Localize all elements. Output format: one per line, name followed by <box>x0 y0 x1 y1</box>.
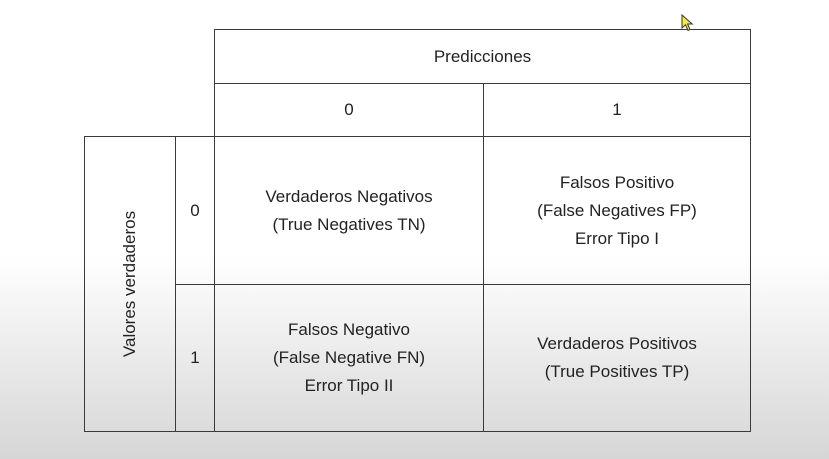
predictions-header: Predicciones <box>214 29 751 84</box>
tn-title: Verdaderos Negativos <box>265 186 433 206</box>
actual-row-1-label: 1 <box>190 348 200 367</box>
actual-values-label: Valores verdaderos <box>120 210 139 358</box>
mouse-pointer-icon <box>681 14 694 32</box>
fn-subtitle: (False Negative FN) <box>272 348 426 367</box>
fn-error-type: Error Tipo II <box>304 376 394 395</box>
actual-values-header: Valores verdaderos <box>84 136 176 432</box>
actual-row-0-label: 0 <box>190 200 200 220</box>
false-negatives-cell: Falsos Negativo (False Negative FN) Erro… <box>214 284 484 432</box>
predicted-column-1-label: 1 <box>612 100 622 119</box>
fn-title: Falsos Negativo <box>288 320 410 339</box>
predicted-column-0-header: 0 <box>214 83 484 137</box>
actual-row-1-header: 1 <box>175 284 215 432</box>
false-positives-cell: Falsos Positivo (False Negatives FP) Err… <box>483 136 751 285</box>
true-negatives-cell: Verdaderos Negativos (True Negatives TN) <box>214 136 484 285</box>
predicted-column-1-header: 1 <box>483 83 751 137</box>
actual-row-0-header: 0 <box>175 136 215 285</box>
fp-title: Falsos Positivo <box>559 172 675 192</box>
tp-subtitle: (True Positives TP) <box>544 362 690 381</box>
predicted-column-0-label: 0 <box>344 100 354 119</box>
tp-title: Verdaderos Positivos <box>537 334 697 353</box>
predictions-label: Predicciones <box>433 46 532 66</box>
tn-subtitle: (True Negatives TN) <box>272 214 426 234</box>
fp-error-type: Error Tipo I <box>574 228 660 248</box>
fp-subtitle: (False Negatives FP) <box>537 200 697 220</box>
true-positives-cell: Verdaderos Positivos (True Positives TP) <box>483 284 751 432</box>
